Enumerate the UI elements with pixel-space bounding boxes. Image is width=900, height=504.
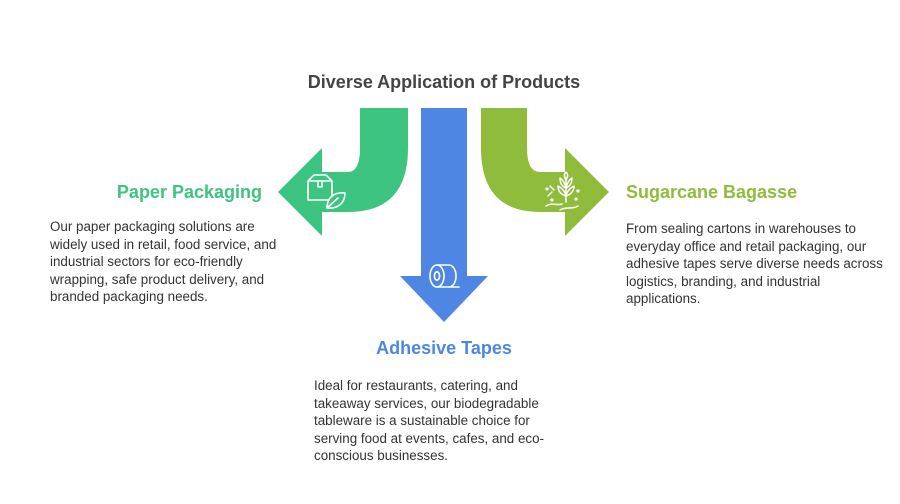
heading-paper-packaging: Paper Packaging xyxy=(116,182,262,202)
desc-adhesive-tapes: Ideal for restaurants, catering, and tak… xyxy=(314,378,545,464)
box-leaf-icon xyxy=(307,174,346,209)
diagram-title: Diverse Application of Products xyxy=(307,72,581,92)
sugarcane-icon xyxy=(545,171,580,211)
tape-roll-icon xyxy=(429,264,460,288)
center-arrow xyxy=(400,108,488,322)
desc-paper-packaging: Our paper packaging solutions are widely… xyxy=(50,219,277,305)
heading-sugarcane-bagasse: Sugarcane Bagasse xyxy=(626,182,798,202)
heading-adhesive-tapes: Adhesive Tapes xyxy=(376,338,512,358)
desc-sugarcane-bagasse: From sealing cartons in warehouses to ev… xyxy=(626,221,883,307)
left-arrow xyxy=(278,108,408,236)
right-arrow xyxy=(481,108,609,236)
